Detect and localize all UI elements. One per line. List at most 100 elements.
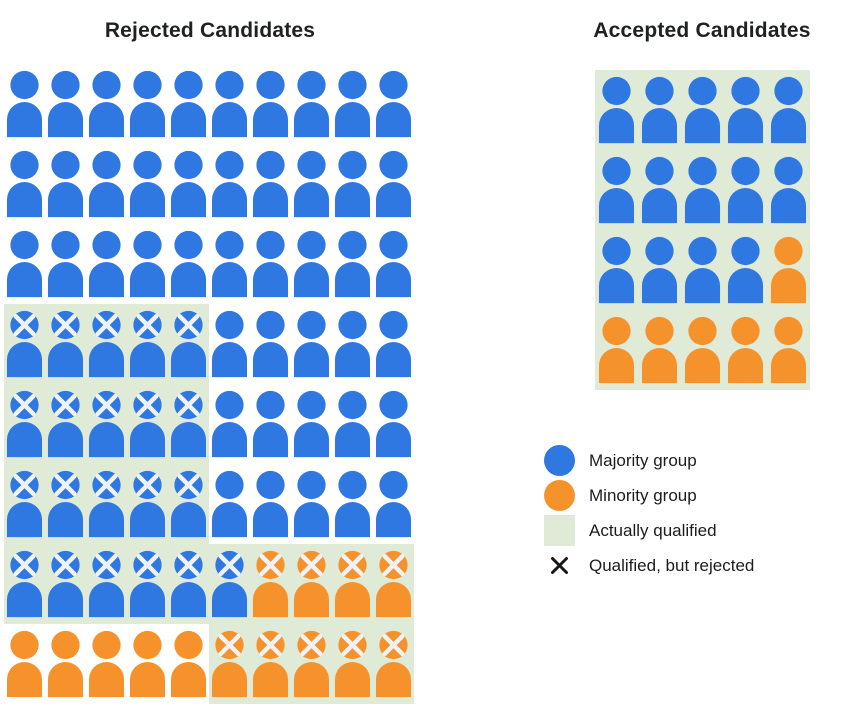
person-cell — [168, 224, 209, 304]
person-cell — [4, 64, 45, 144]
person-icon — [598, 156, 635, 224]
person-cell — [4, 224, 45, 304]
person-cell — [4, 384, 45, 464]
person-icon — [293, 470, 330, 538]
person-cell — [4, 624, 45, 704]
person-cell — [209, 144, 250, 224]
person-cell — [595, 70, 638, 150]
accepted-candidates-title: Accepted Candidates — [593, 19, 811, 42]
person-cell — [127, 144, 168, 224]
legend-label-qualified: Actually qualified — [589, 520, 717, 540]
person-cell — [209, 384, 250, 464]
person-icon — [598, 76, 635, 144]
person-icon — [770, 316, 807, 384]
person-cell — [209, 624, 250, 704]
person-icon — [641, 236, 678, 304]
person-icon — [47, 150, 84, 218]
person-icon — [252, 230, 289, 298]
person-icon — [334, 390, 371, 458]
person-icon — [334, 310, 371, 378]
person-icon — [170, 230, 207, 298]
person-icon — [375, 230, 412, 298]
person-cell — [209, 464, 250, 544]
person-cell — [373, 64, 414, 144]
person-cell — [767, 70, 810, 150]
majority-group-icon — [544, 445, 575, 476]
person-icon — [88, 70, 125, 138]
person-icon — [129, 550, 166, 618]
person-icon — [211, 390, 248, 458]
person-cell — [291, 384, 332, 464]
person-icon — [6, 390, 43, 458]
person-icon — [770, 156, 807, 224]
person-cell — [373, 384, 414, 464]
person-cell — [291, 464, 332, 544]
person-icon — [293, 310, 330, 378]
person-icon — [47, 390, 84, 458]
person-cell — [291, 64, 332, 144]
person-icon — [293, 390, 330, 458]
person-icon — [129, 390, 166, 458]
person-cell — [724, 230, 767, 310]
person-icon — [211, 70, 248, 138]
person-icon — [6, 230, 43, 298]
person-cell — [168, 544, 209, 624]
person-icon — [88, 390, 125, 458]
person-icon — [684, 316, 721, 384]
minority-group-icon — [544, 480, 575, 511]
person-icon — [88, 550, 125, 618]
rejected-candidates-grid — [4, 64, 414, 704]
person-cell — [250, 384, 291, 464]
person-icon — [6, 150, 43, 218]
person-cell — [250, 544, 291, 624]
rejected-candidates-title: Rejected Candidates — [104, 19, 316, 42]
person-icon — [47, 230, 84, 298]
person-icon — [211, 630, 248, 698]
person-icon — [334, 150, 371, 218]
person-cell — [45, 544, 86, 624]
person-icon — [88, 470, 125, 538]
person-cell — [250, 624, 291, 704]
person-cell — [209, 304, 250, 384]
person-icon — [129, 470, 166, 538]
person-cell — [681, 310, 724, 390]
person-icon — [129, 70, 166, 138]
person-icon — [129, 230, 166, 298]
person-icon — [47, 70, 84, 138]
person-icon — [684, 76, 721, 144]
person-cell — [86, 624, 127, 704]
person-cell — [168, 64, 209, 144]
person-icon — [598, 316, 635, 384]
person-icon — [641, 156, 678, 224]
person-cell — [127, 624, 168, 704]
person-cell — [373, 544, 414, 624]
person-icon — [252, 470, 289, 538]
person-cell — [86, 384, 127, 464]
person-cell — [45, 384, 86, 464]
person-icon — [375, 310, 412, 378]
person-icon — [170, 310, 207, 378]
person-cell — [767, 150, 810, 230]
person-icon — [334, 550, 371, 618]
person-cell — [373, 224, 414, 304]
person-cell — [127, 304, 168, 384]
person-cell — [86, 544, 127, 624]
person-icon — [6, 470, 43, 538]
person-cell — [332, 624, 373, 704]
person-icon — [170, 470, 207, 538]
person-icon — [770, 76, 807, 144]
person-icon — [252, 310, 289, 378]
person-icon — [170, 390, 207, 458]
person-cell — [332, 384, 373, 464]
legend: Majority group Minority group Actually q… — [544, 445, 754, 581]
person-cell — [127, 544, 168, 624]
person-icon — [375, 390, 412, 458]
person-icon — [6, 630, 43, 698]
person-icon — [252, 70, 289, 138]
x-mark-icon — [544, 550, 575, 581]
person-cell — [724, 70, 767, 150]
person-cell — [291, 224, 332, 304]
person-icon — [252, 550, 289, 618]
person-cell — [681, 70, 724, 150]
